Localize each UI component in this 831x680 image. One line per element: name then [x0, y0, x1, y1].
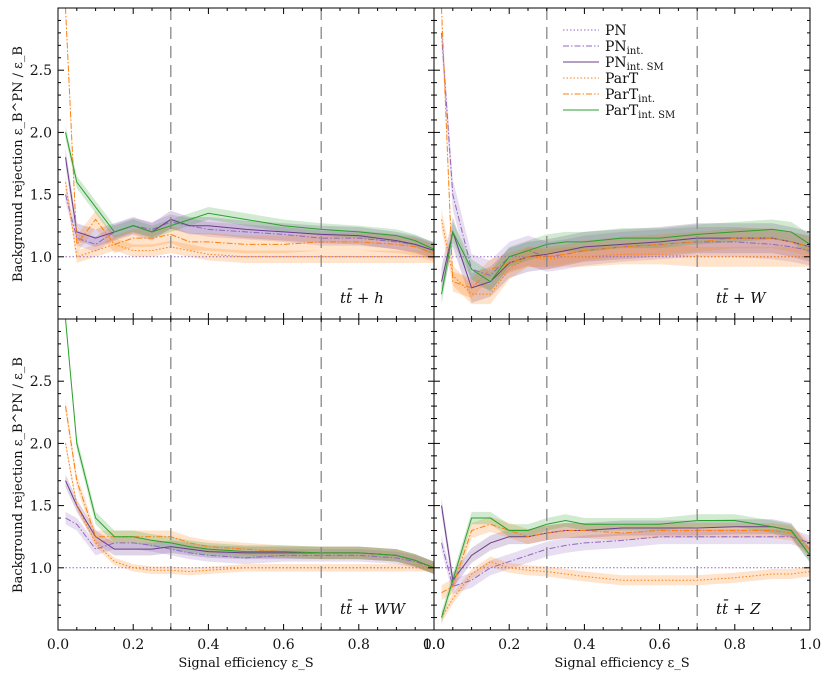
x-axis-label-left: Signal efficiency ε_S — [178, 656, 313, 671]
series-part-int-sm — [65, 319, 434, 569]
legend-entry: PNint. SM — [605, 55, 664, 73]
y-tick-label: 2.5 — [30, 63, 52, 79]
process-label: tt̄ + W — [716, 289, 767, 307]
x-tick-label: 0.6 — [648, 637, 670, 653]
series-part — [65, 182, 434, 258]
x-tick-label: 0.0 — [47, 637, 69, 653]
process-label: tt̄ + Z — [716, 600, 761, 618]
y-tick-label: 2.5 — [30, 374, 52, 390]
legend-entry: ParT — [605, 71, 639, 87]
x-tick-label: 1.0 — [423, 637, 445, 653]
series-part — [441, 561, 810, 618]
series-pn-int-sm — [65, 157, 434, 252]
series-pn-int- — [65, 194, 434, 252]
band-part-int- — [65, 399, 434, 575]
x-tick-label: 0.4 — [197, 637, 219, 653]
series-part-int- — [441, 8, 810, 289]
band-pn-int- — [441, 529, 810, 594]
panel-frame — [57, 318, 435, 631]
y-tick-label: 1.5 — [30, 188, 52, 204]
x-tick-label: 0.2 — [122, 637, 144, 653]
series-pn-int-sm — [441, 505, 810, 582]
band-pn-int- — [65, 187, 434, 259]
series-part-int-sm — [65, 132, 434, 250]
x-tick-label: 0.4 — [573, 637, 595, 653]
legend-entry: ParTint. SM — [605, 103, 675, 121]
x-tick-label: 1.0 — [799, 637, 821, 653]
series-pn-int-sm — [441, 230, 810, 289]
band-pn-int-sm — [65, 148, 434, 260]
band-part — [65, 175, 434, 264]
panel-data — [441, 8, 810, 305]
band-part-int-sm — [441, 511, 810, 624]
series-part-int- — [441, 523, 810, 594]
y-tick-label: 1.5 — [30, 499, 52, 515]
x-tick-label: 0.0 — [423, 637, 445, 653]
panel-1: 1.0 1.5 2.0 2.5 tt̄ + h — [30, 7, 435, 320]
band-pn-int- — [65, 511, 434, 575]
x-axis-label-right: Signal efficiency ε_S — [554, 656, 689, 671]
panel-data — [65, 319, 434, 576]
x-tick-label: 0.2 — [498, 637, 520, 653]
panel-2: tt̄ + W — [433, 7, 811, 320]
panel-frame — [57, 7, 435, 320]
band-part-int-sm — [65, 319, 434, 575]
band-part-int- — [441, 516, 810, 601]
series-part — [65, 443, 434, 573]
y-tick-label: 2.0 — [30, 125, 52, 141]
x-tick-label: 0.8 — [724, 637, 746, 653]
band-part-int- — [441, 8, 810, 298]
y-tick-label: 2.0 — [30, 436, 52, 452]
process-label: tt̄ + h — [340, 289, 384, 307]
plot-area: 1.01.52.02.5tt̄ + h tt̄ + W0.0 0.2 0.4 0.6 0.… — [30, 7, 821, 653]
series-part-int-sm — [441, 517, 810, 618]
band-pn-int- — [441, 17, 810, 291]
band-part — [441, 209, 810, 305]
y-axis-label-top: Background rejection ε_B^PN / ε_B — [11, 46, 26, 282]
series-part-int- — [65, 8, 434, 254]
legend-entry: PNint. — [605, 39, 644, 57]
panel-data — [65, 8, 434, 264]
y-tick-label: 1.0 — [30, 561, 52, 577]
band-part-int-sm — [441, 219, 810, 305]
series-pn-int- — [441, 536, 810, 588]
panel-data — [441, 498, 810, 624]
band-part — [441, 556, 810, 623]
band-pn-int-sm — [65, 474, 434, 575]
y-tick-label: 1.0 — [30, 250, 52, 266]
series-part-int-sm — [441, 228, 810, 295]
legend-entry: PN — [605, 23, 627, 39]
process-label: tt̄ + WW — [340, 600, 407, 618]
panel-3: 0.0 0.2 0.4 0.6 0.8 1.0 1.0 1.5 2.0 2.5 tt̄ + WW — [30, 318, 445, 653]
x-tick-label: 0.6 — [272, 637, 294, 653]
y-axis-label-bottom: Background rejection ε_B^PN / ε_B — [11, 357, 26, 593]
x-tick-label: 0.8 — [348, 637, 370, 653]
panel-4: 0.0 0.2 0.4 0.6 0.8 1.0 tt̄ + Z — [423, 318, 821, 653]
legend-entry: ParTint. — [605, 87, 655, 105]
series-part — [441, 219, 810, 295]
